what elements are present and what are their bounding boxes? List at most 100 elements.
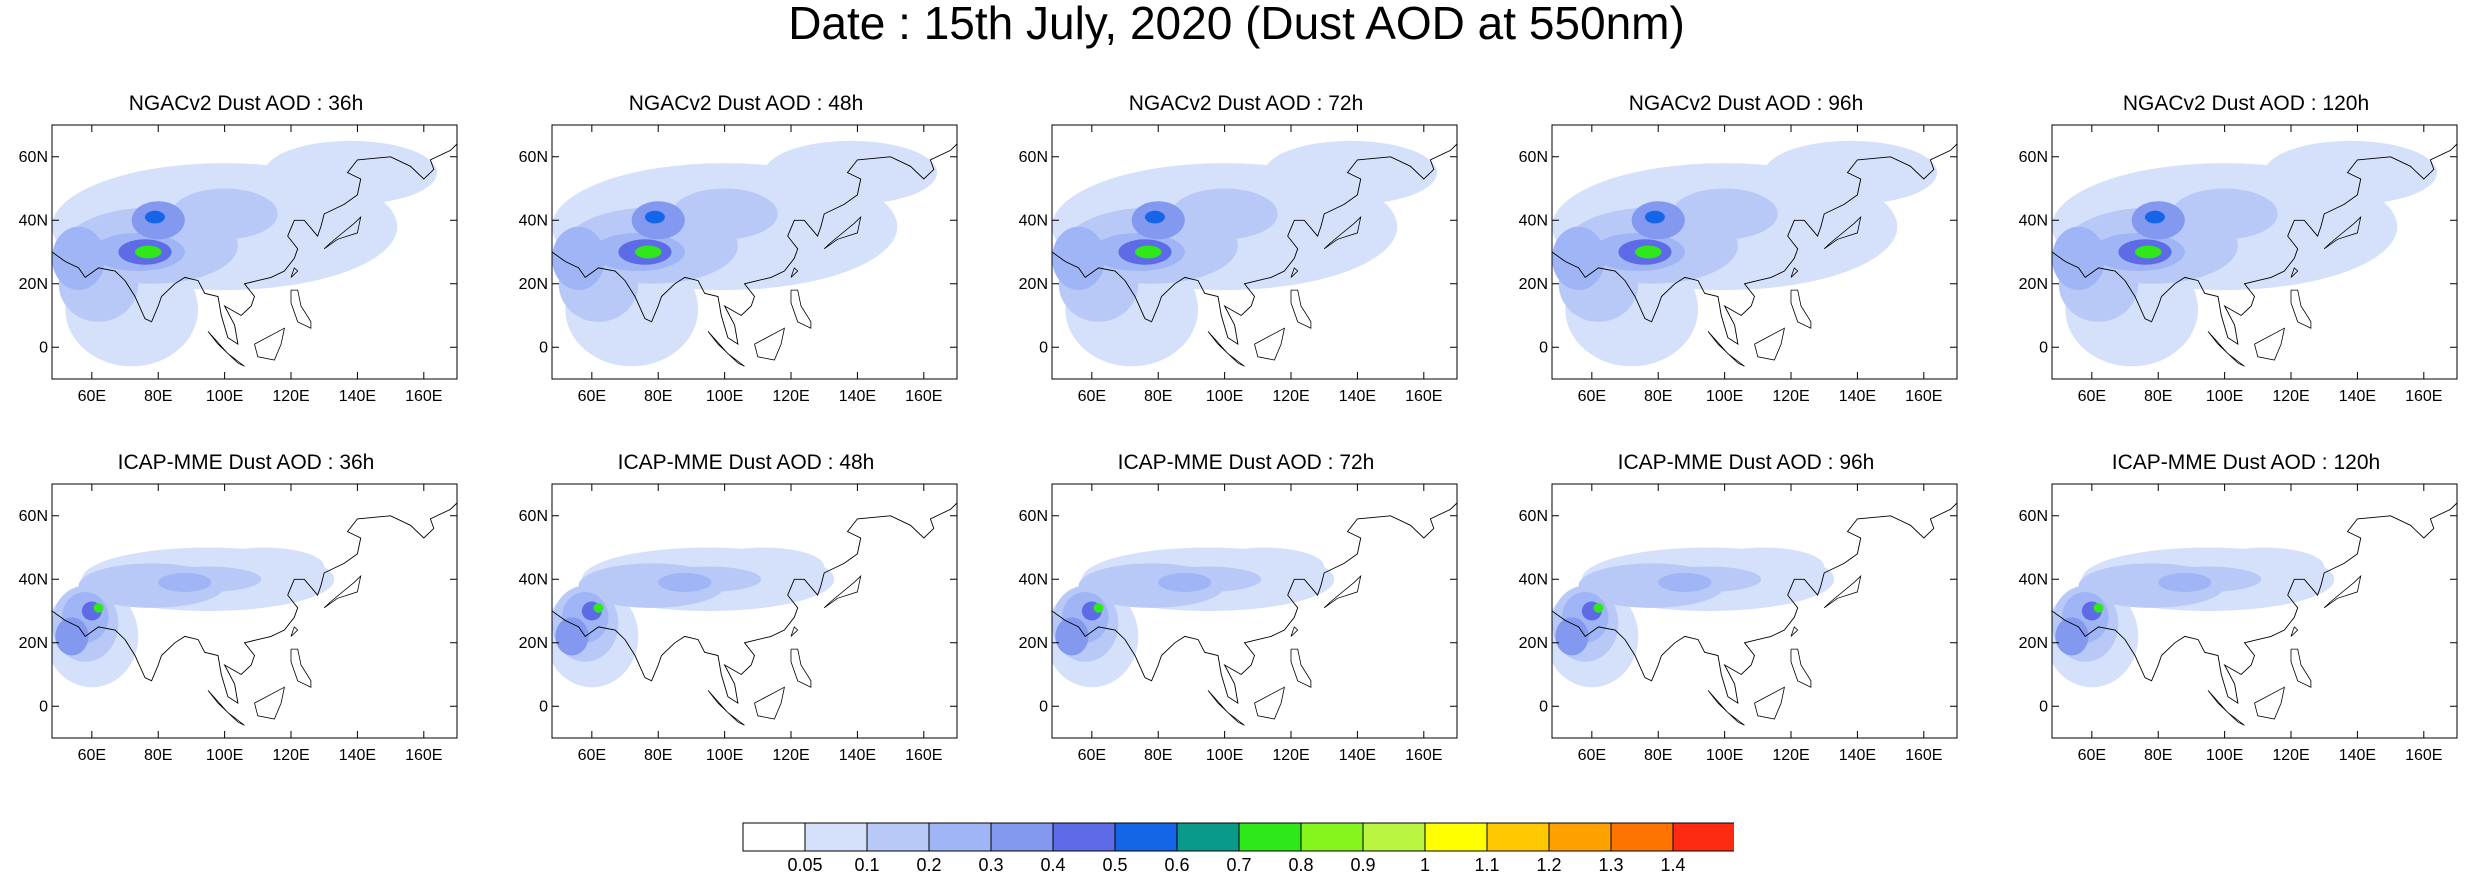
lat-tick-label: 40N bbox=[1519, 571, 1548, 588]
lon-tick-label: 160E bbox=[2405, 747, 2442, 764]
coastline bbox=[1552, 502, 1957, 705]
island-outline bbox=[1207, 690, 1245, 726]
island-outline bbox=[2290, 267, 2299, 278]
colorbar-label: 0.1 bbox=[854, 855, 880, 875]
lon-tick-label: 60E bbox=[1578, 388, 1606, 405]
island-outline bbox=[754, 686, 785, 720]
lat-tick-label: 60N bbox=[1519, 508, 1548, 525]
lat-tick-label: 40N bbox=[519, 571, 548, 588]
colorbar-label: 0.4 bbox=[1040, 855, 1066, 875]
dust-plume bbox=[144, 210, 165, 224]
dust-plume bbox=[1158, 572, 1212, 592]
lat-tick-label: 0 bbox=[2039, 698, 2048, 715]
dust-plume bbox=[658, 572, 712, 592]
lat-tick-label: 20N bbox=[519, 635, 548, 652]
panel-title: NGACv2 Dust AOD : 96h bbox=[1628, 92, 1864, 115]
island-outline bbox=[254, 686, 285, 720]
colorbar-swatch bbox=[1052, 822, 1116, 852]
dust-layer bbox=[2052, 140, 2457, 367]
lon-tick-label: 140E bbox=[1339, 388, 1376, 405]
dust-plume bbox=[1644, 210, 1665, 224]
colorbar-label: 1 bbox=[1419, 855, 1431, 875]
dust-plume bbox=[2171, 188, 2278, 240]
island-outline bbox=[2290, 289, 2312, 329]
map-panel: ICAP-MME Dust AOD : 72h 60E 80E 100E 120E 14… bbox=[1019, 451, 1458, 764]
lon-tick-label: 100E bbox=[1206, 747, 1243, 764]
island-outline bbox=[254, 327, 285, 361]
lat-tick-label: 60N bbox=[19, 149, 48, 166]
dust-plume bbox=[264, 140, 438, 205]
colorbar-label: 0.7 bbox=[1226, 855, 1252, 875]
lon-tick-label: 140E bbox=[839, 388, 876, 405]
island-outline bbox=[707, 331, 745, 367]
panel-title: ICAP-MME Dust AOD : 36h bbox=[117, 451, 375, 474]
lon-tick-label: 120E bbox=[272, 747, 309, 764]
lon-tick-label: 140E bbox=[1839, 388, 1876, 405]
coastline bbox=[1552, 143, 1957, 346]
lon-tick-label: 60E bbox=[2078, 388, 2106, 405]
lat-tick-label: 0 bbox=[539, 698, 548, 715]
map-panel: NGACv2 Dust AOD : 72h 60E 80E 100E 120E 140E… bbox=[1019, 92, 1458, 405]
lat-tick-label: 0 bbox=[2039, 339, 2048, 356]
lon-tick-label: 140E bbox=[839, 747, 876, 764]
dust-plume bbox=[1093, 603, 1104, 613]
dust-layer bbox=[552, 502, 957, 726]
lat-tick-label: 0 bbox=[39, 698, 48, 715]
lon-tick-label: 60E bbox=[2078, 747, 2106, 764]
lat-tick-label: 60N bbox=[2019, 149, 2048, 166]
island-outline bbox=[1254, 327, 1285, 361]
island-outline bbox=[323, 574, 362, 609]
lon-tick-label: 60E bbox=[1578, 747, 1606, 764]
colorbar-swatch bbox=[928, 822, 992, 852]
lon-tick-label: 80E bbox=[644, 747, 672, 764]
dust-plume bbox=[158, 572, 212, 592]
map-frame bbox=[2051, 483, 2458, 739]
map-panel: ICAP-MME Dust AOD : 36h 60E 80E 100E 120E 14… bbox=[19, 451, 458, 764]
island-outline bbox=[1707, 331, 1745, 367]
dust-layer bbox=[52, 502, 457, 726]
map-panel: NGACv2 Dust AOD : 48h 60E 80E 100E 120E 140E… bbox=[519, 92, 958, 405]
panel-title: ICAP-MME Dust AOD : 96h bbox=[1617, 451, 1875, 474]
lat-tick-label: 40N bbox=[1019, 571, 1048, 588]
colorbar-swatch bbox=[742, 822, 806, 852]
lat-tick-label: 0 bbox=[1539, 339, 1548, 356]
map-frame bbox=[551, 483, 958, 739]
island-outline bbox=[1207, 331, 1245, 367]
dust-plume bbox=[593, 603, 604, 613]
lat-tick-label: 20N bbox=[2019, 635, 2048, 652]
island-outline bbox=[2207, 331, 2245, 367]
dust-plume bbox=[1634, 245, 1662, 259]
island-outline bbox=[207, 690, 245, 726]
colorbar-swatch bbox=[804, 822, 868, 852]
island-outline bbox=[323, 215, 362, 250]
island-outline bbox=[2323, 574, 2362, 609]
colorbar-swatch bbox=[1114, 822, 1178, 852]
island-outline bbox=[1823, 215, 1862, 250]
lon-tick-label: 140E bbox=[1839, 747, 1876, 764]
lon-tick-label: 80E bbox=[1644, 747, 1672, 764]
panel-title: ICAP-MME Dust AOD : 72h bbox=[1117, 451, 1375, 474]
colorbar-label: 0.3 bbox=[978, 855, 1004, 875]
island-outline bbox=[1323, 574, 1362, 609]
dust-plume bbox=[2264, 140, 2438, 205]
lon-tick-label: 120E bbox=[2272, 388, 2309, 405]
island-outline bbox=[290, 289, 312, 329]
dust-plume bbox=[2055, 617, 2089, 656]
dust-plume bbox=[644, 210, 665, 224]
lon-tick-label: 160E bbox=[1405, 747, 1442, 764]
lat-tick-label: 40N bbox=[1019, 212, 1048, 229]
island-outline bbox=[1790, 289, 1812, 329]
lon-tick-label: 60E bbox=[578, 747, 606, 764]
lon-tick-label: 160E bbox=[905, 388, 942, 405]
lat-tick-label: 20N bbox=[19, 276, 48, 293]
lat-tick-label: 0 bbox=[539, 339, 548, 356]
lat-tick-label: 20N bbox=[19, 635, 48, 652]
island-outline bbox=[2290, 648, 2312, 688]
lon-tick-label: 60E bbox=[78, 388, 106, 405]
lon-tick-label: 140E bbox=[2339, 388, 2376, 405]
dust-map: 60E 80E 100E 120E 140E 160E 0 20N 40N 60N bbox=[2019, 124, 2458, 405]
dust-plume bbox=[2093, 603, 2104, 613]
lat-tick-label: 0 bbox=[1539, 698, 1548, 715]
dust-plume bbox=[1671, 188, 1778, 240]
lat-tick-label: 60N bbox=[1019, 508, 1048, 525]
